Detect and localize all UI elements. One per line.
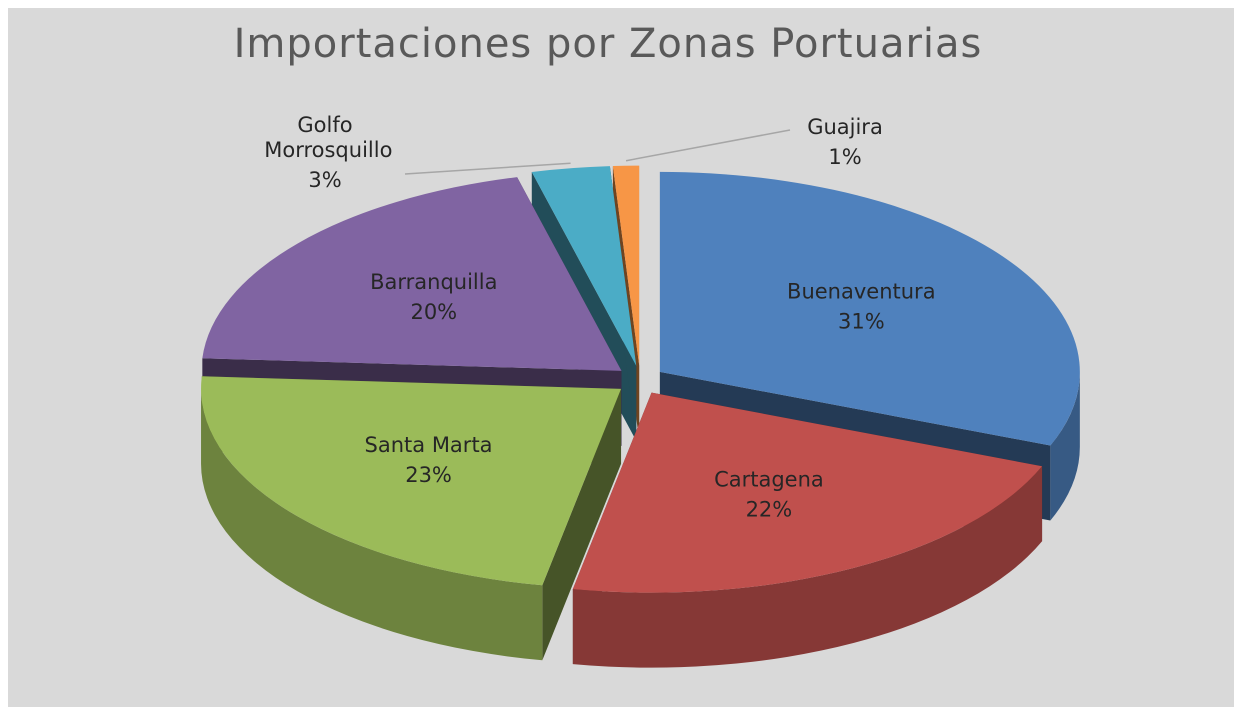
value-label: 20% bbox=[410, 300, 457, 324]
value-label: 22% bbox=[746, 497, 793, 521]
value-label: 3% bbox=[308, 168, 341, 192]
chart-title: Importaciones por Zonas Portuarias bbox=[234, 21, 983, 67]
value-label: 1% bbox=[828, 145, 861, 169]
slice-wall bbox=[201, 388, 543, 661]
category-label: Cartagena bbox=[714, 467, 824, 491]
pie bbox=[201, 165, 1080, 668]
slice bbox=[612, 165, 640, 366]
category-label: Buenaventura bbox=[787, 280, 936, 304]
slice bbox=[572, 392, 1043, 593]
slice bbox=[202, 177, 622, 371]
category-label: Barranquilla bbox=[370, 270, 497, 294]
value-label: 31% bbox=[838, 310, 885, 334]
category-label: Guajira bbox=[807, 115, 883, 139]
value-label: 23% bbox=[405, 463, 452, 487]
slice bbox=[531, 166, 637, 366]
category-label: Santa Marta bbox=[365, 433, 493, 457]
slice bbox=[201, 376, 622, 586]
leader-line bbox=[404, 162, 571, 175]
slice-wall bbox=[572, 466, 1043, 668]
slice-wall bbox=[1050, 371, 1080, 521]
labels: Buenaventura 31% Cartagena 22% Santa Marta 23… bbox=[258, 113, 936, 521]
category-label: Golfo Morrosquillo bbox=[258, 113, 393, 162]
slice bbox=[659, 171, 1080, 446]
leader-line bbox=[625, 129, 791, 162]
